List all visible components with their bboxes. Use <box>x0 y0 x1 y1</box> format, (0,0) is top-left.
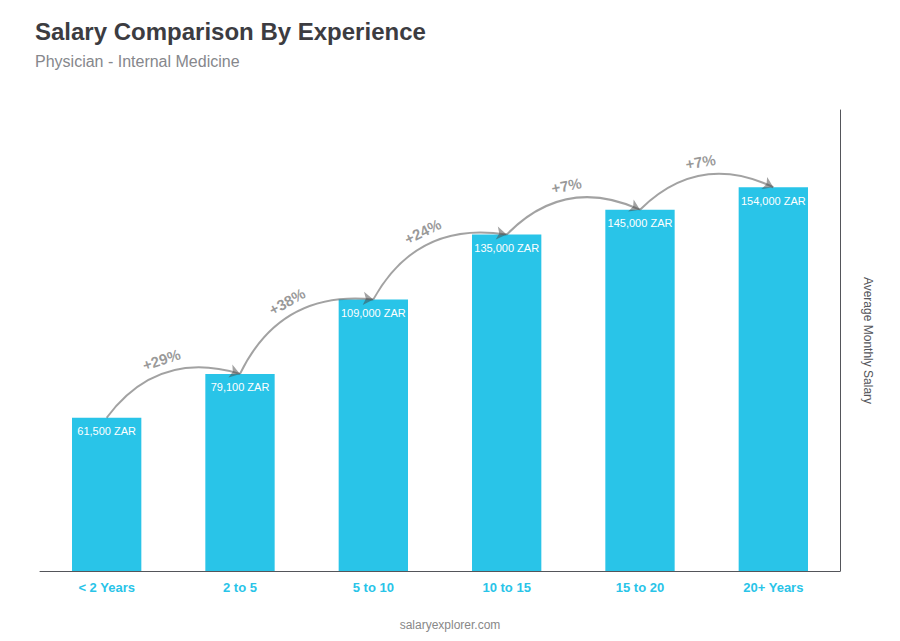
svg-text:< 2 Years: < 2 Years <box>78 580 135 595</box>
svg-text:Physician - Internal Medicine: Physician - Internal Medicine <box>35 53 240 70</box>
svg-text:135,000 ZAR: 135,000 ZAR <box>474 242 539 254</box>
svg-text:+7%: +7% <box>550 174 583 196</box>
svg-text:5 to 10: 5 to 10 <box>353 580 394 595</box>
svg-text:+38%: +38% <box>266 285 308 319</box>
svg-text:+29%: +29% <box>140 346 182 374</box>
svg-text:145,000 ZAR: 145,000 ZAR <box>608 217 673 229</box>
svg-text:salaryexplorer.com: salaryexplorer.com <box>400 618 501 632</box>
svg-text:20+ Years: 20+ Years <box>743 580 803 595</box>
svg-text:154,000 ZAR: 154,000 ZAR <box>741 195 806 207</box>
svg-text:Salary Comparison By Experienc: Salary Comparison By Experience <box>35 18 426 45</box>
svg-text:10 to 15: 10 to 15 <box>482 580 530 595</box>
svg-text:61,500 ZAR: 61,500 ZAR <box>77 425 136 437</box>
svg-text:2 to 5: 2 to 5 <box>223 580 257 595</box>
svg-text:109,000 ZAR: 109,000 ZAR <box>341 307 406 319</box>
svg-text:79,100 ZAR: 79,100 ZAR <box>211 381 270 393</box>
svg-text:+24%: +24% <box>402 215 444 247</box>
svg-text:+7%: +7% <box>684 151 717 173</box>
svg-text:15 to 20: 15 to 20 <box>616 580 664 595</box>
svg-text:Average Monthly Salary: Average Monthly Salary <box>861 277 875 404</box>
